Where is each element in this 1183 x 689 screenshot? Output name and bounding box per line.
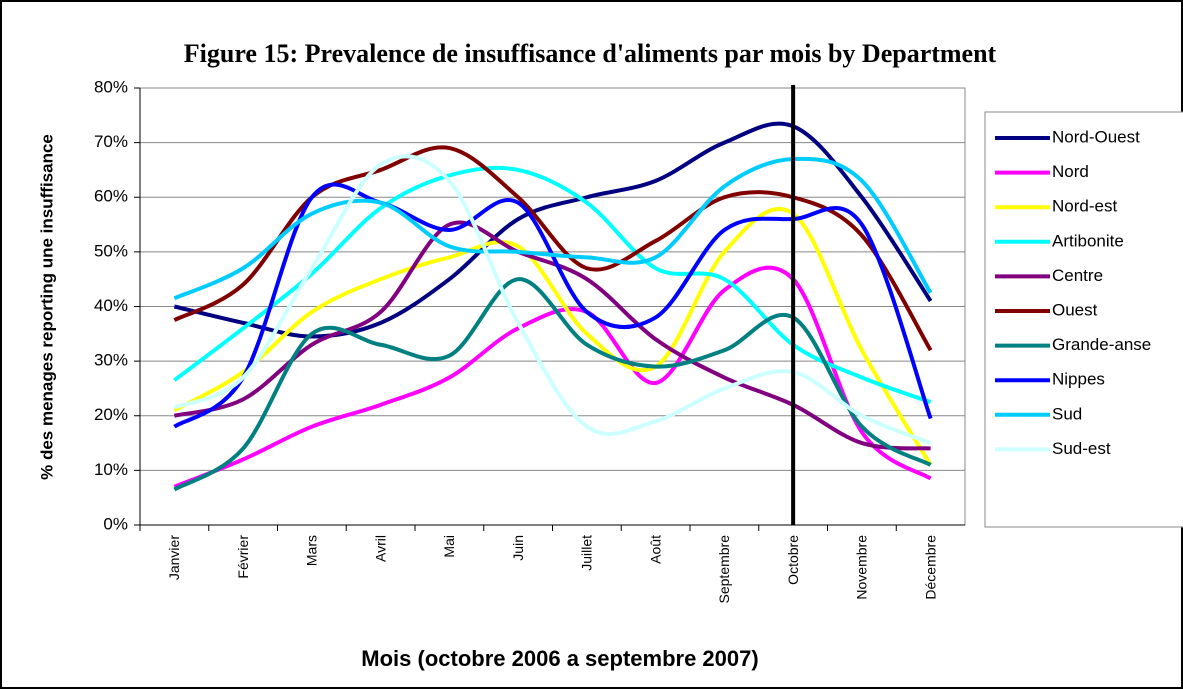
y-tick-label: 10%: [94, 460, 128, 479]
x-tick-label: Septembre: [716, 535, 732, 604]
x-axis-label: Mois (octobre 2006 a septembre 2007): [361, 646, 758, 671]
legend-label: Nord-est: [1052, 197, 1117, 216]
y-tick-label: 50%: [94, 241, 128, 260]
x-tick-label: Août: [647, 535, 663, 564]
x-tick-label: Octobre: [785, 535, 801, 585]
x-tick-label: Mai: [441, 535, 457, 558]
x-tick-label: Juin: [510, 535, 526, 561]
y-tick-label: 40%: [94, 296, 128, 315]
x-tick-label: Janvier: [166, 535, 182, 580]
y-tick-label: 0%: [103, 514, 128, 533]
legend-label: Ouest: [1052, 300, 1098, 319]
legend-label: Sud-est: [1052, 439, 1111, 458]
legend-label: Sud: [1052, 404, 1082, 423]
x-tick-label: Décembre: [922, 535, 938, 600]
x-tick-label: Juillet: [579, 535, 595, 571]
legend-label: Grande-anse: [1052, 335, 1151, 354]
series-line: [173, 121, 933, 339]
series-line: [173, 277, 932, 492]
x-tick-label: Février: [235, 535, 251, 579]
y-tick-label: 60%: [94, 187, 128, 206]
legend-label: Artibonite: [1052, 231, 1124, 250]
legend-label: Nord-Ouest: [1052, 127, 1140, 146]
chart-title: Figure 15: Prevalence de insuffisance d'…: [184, 39, 997, 68]
y-tick-label: 20%: [94, 405, 128, 424]
legend-label: Nippes: [1052, 370, 1105, 389]
x-tick-label: Novembre: [854, 535, 870, 600]
legend-label: Centre: [1052, 266, 1103, 285]
y-tick-label: 70%: [94, 132, 128, 151]
y-axis-label: % des menages reporting une insuffisance: [37, 134, 56, 480]
y-tick-label: 30%: [94, 351, 128, 370]
series-line: [173, 206, 933, 466]
x-tick-label: Avril: [372, 535, 388, 562]
legend-box: [984, 111, 1183, 528]
x-tick-label: Mars: [304, 535, 320, 566]
y-tick-label: 80%: [94, 77, 128, 96]
series-line: [173, 156, 933, 301]
legend-label: Nord: [1052, 162, 1089, 181]
